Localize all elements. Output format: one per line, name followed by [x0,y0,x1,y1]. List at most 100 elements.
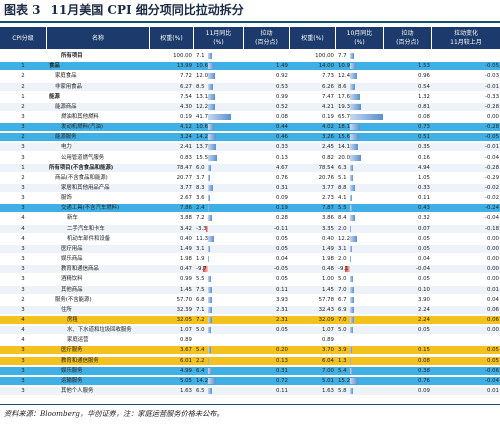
cell-y11: 5.4 [194,346,243,354]
cell-value: -0.04 [485,154,499,161]
cell-value: 7.0 [338,316,347,323]
yoy-data-bar [208,144,216,151]
cell-p11: 0.13 [244,154,289,162]
cell-level: 3 [0,275,46,283]
cell-w11: 4.99 [150,367,193,375]
cell-w11: 57.70 [150,296,193,304]
cell-p11: 0.76 [244,174,289,182]
yoy-data-bar [350,306,354,313]
cell-value: 15.6 [338,134,351,141]
cell-value: 公用管道燃气服务 [61,154,105,161]
cell-value: 13.99 [176,63,192,70]
cell-value: 3 [21,357,25,364]
cell-value: 5.4 [196,347,205,354]
cell-y10: 17.6 [336,93,383,101]
cell-w11: 2.67 [150,194,193,202]
cell-y11: 15.5 [194,154,243,162]
cell-value: 1.98 [179,256,192,262]
cell-y10: 19.3 [336,103,383,111]
cell-value: 0.48 [321,266,334,273]
cell-value: 3.70 [321,347,334,354]
cell-p11: 0.53 [244,83,289,91]
cell-value: -0.01 [485,144,499,151]
cell-p10 [384,336,431,344]
cell-p11: 0.28 [244,214,289,222]
cell-p10: 0.81 [384,103,431,111]
cell-w10: 2.45 [290,143,335,151]
cell-p11: 3.93 [244,296,289,304]
cell-w11: 0.40 [150,235,193,243]
table-row: 4 新车 3.88 0.28 3.86 0.32 -0.04 7.2 8.4 [0,214,500,222]
cell-p11: 0.05 [244,235,289,243]
cell-p11: 0.05 [244,275,289,283]
cell-value: 3 [21,113,25,120]
cell-value: 3.88 [179,215,192,222]
yoy-data-bar [350,276,353,283]
cell-value: 0.09 [275,195,288,202]
yoy-data-bar [350,367,353,374]
cell-value: 4.30 [179,103,192,110]
cell-y11: 7.2 [194,214,243,222]
cell-value: 所有项目 [61,53,83,59]
cell-value: 5.8 [338,387,347,394]
table-row: 3 其他商品 1.45 0.11 1.45 0.10 0.01 7.5 7.0 [0,285,500,294]
cell-name: 所有项目(不含食品和能源) [47,164,149,172]
cell-level: 2 [0,83,46,91]
cell-y11: 1.9 [194,255,243,263]
cell-value: 服务(不含能源) [55,296,92,303]
cell-value: 6.26 [321,83,334,90]
table-row: 3 酒精饮料 0.99 0.05 1.00 0.05 0.00 5.5 5.0 [0,275,500,283]
cell-w10: 6.04 [290,357,335,365]
cell-p11: -0.11 [244,225,289,233]
cell-w11: 20.77 [150,174,193,182]
cell-chg: -0.03 [432,72,500,80]
cell-y10: 12.2 [336,235,383,243]
cell-value: 3 [21,286,25,293]
table-row: 3 教育和通信商品 0.47 -0.05 0.48 -0.04 0.00 -9.7 -9.1 [0,265,500,274]
cell-value: 0.92 [275,73,288,80]
cell-name: 服饰 [47,194,149,202]
cell-w11: 32.39 [150,306,193,314]
cell-w10: 0.82 [290,154,335,162]
cell-value: 2.2 [196,357,205,364]
cell-value: 17.6 [338,93,351,100]
cell-w10: 1.07 [290,326,335,334]
cell-y11: 12.2 [194,103,243,111]
cell-value: 8.8 [338,185,347,191]
yoy-data-bar [208,296,212,303]
cell-value: 娱乐商品 [61,256,83,262]
cell-level: 4 [0,235,46,243]
cell-p11: 0.11 [244,286,289,294]
cell-value: 0.06 [486,306,499,313]
cell-chg: -0.01 [432,83,500,91]
cell-value: -0.18 [485,225,499,232]
cell-value: 0.00 [486,245,499,252]
cell-value: 20.76 [318,174,334,181]
cell-level: 4 [0,336,46,344]
cell-w10: 14.00 [290,62,335,70]
cell-y11: 8.3 [194,184,243,192]
table-row: 4 水、下水道和垃圾回收服务 1.07 0.05 1.07 0.05 0.00 5.0 5.0 [0,326,500,335]
cell-value: 1.45 [179,286,192,293]
cell-value: 7.5 [196,286,205,293]
cell-value: 0.00 [486,327,499,334]
cell-value: 5.0 [338,327,347,334]
cell-p11: 0.08 [244,113,289,121]
cell-value: 家庭食品 [55,73,77,80]
cell-value: 3 [21,387,25,394]
yoy-data-bar [350,377,359,384]
cell-value: 其他商品 [61,286,83,293]
cell-value: 5.01 [321,377,334,384]
cell-name: 住所 [47,306,149,314]
cell-value: 0.19 [179,113,192,120]
cell-value: 20.77 [176,174,192,181]
cell-value: 酒精饮料 [61,276,83,283]
cell-value: 5.4 [338,367,347,374]
table-row: 3 教育和通信服务 6.01 0.13 6.04 0.08 0.05 2.2 1.3 [0,356,500,365]
cell-p11: 0.33 [244,143,289,151]
cell-value: 2 [21,73,25,80]
cell-level: 3 [0,143,46,151]
cell-value: 服饰 [61,195,72,202]
cell-w11: 1.49 [150,245,193,253]
cell-p10: 3.90 [384,296,431,304]
